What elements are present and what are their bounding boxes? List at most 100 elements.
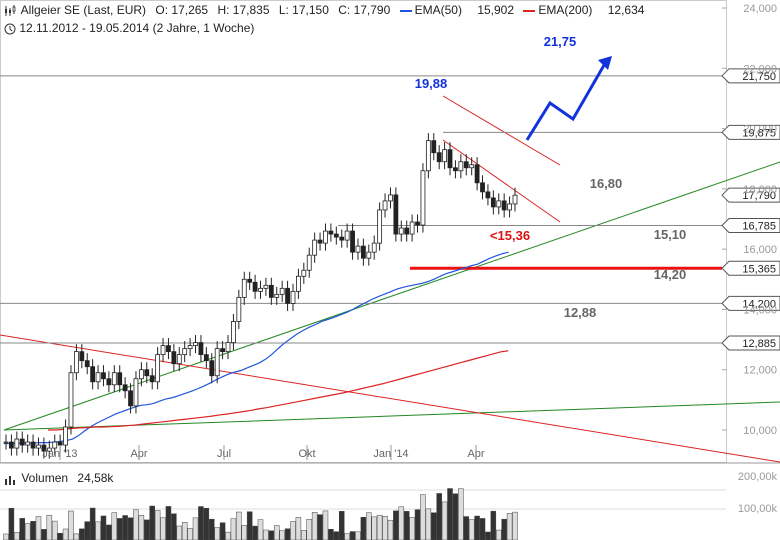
- candle-body: [366, 251, 372, 259]
- candle-body: [182, 348, 188, 356]
- price-level-label: 15,365: [742, 263, 776, 275]
- candle-body: [225, 342, 231, 353]
- candle-body: [171, 351, 177, 365]
- ema200-legend: EMA(200): [523, 3, 601, 17]
- annotation-label: 19,88: [415, 76, 448, 91]
- volume-bar: [376, 514, 383, 540]
- candle-body: [442, 149, 448, 163]
- candle-body: [160, 345, 166, 356]
- candle-body: [90, 366, 96, 383]
- volume-bar: [458, 488, 464, 540]
- open-value: O: 17,265: [155, 3, 209, 17]
- candle-body: [393, 194, 399, 235]
- volume-bar: [219, 522, 226, 540]
- candle-body: [258, 287, 263, 292]
- y-tick-label: 18,000: [743, 184, 777, 196]
- candle-body: [333, 233, 339, 238]
- volume-bar: [57, 532, 63, 540]
- candle-body: [128, 390, 133, 407]
- candle-body: [312, 239, 318, 256]
- volume-bar: [409, 517, 415, 540]
- candle-body: [285, 287, 290, 304]
- volume-bar: [512, 511, 518, 540]
- projection-arrowhead: [598, 56, 612, 70]
- candle-body: [485, 191, 491, 199]
- volume-header: Volumen 24,58k: [4, 471, 119, 485]
- price-level-label: 12,885: [742, 338, 776, 350]
- volume-bar: [268, 530, 275, 540]
- candle-body: [463, 161, 469, 169]
- volume-bar: [79, 528, 85, 540]
- volume-bar: [198, 506, 204, 540]
- candle-body: [507, 203, 512, 211]
- candle-body: [409, 221, 415, 235]
- volume-bar: [62, 528, 69, 540]
- volume-bar: [290, 521, 296, 540]
- candle-body: [138, 369, 144, 380]
- price-level-label: 17,790: [742, 190, 776, 202]
- volume-bar: [236, 511, 242, 540]
- ema200-value: 12,634: [607, 3, 645, 17]
- candle-body: [176, 354, 182, 365]
- candle-body: [46, 447, 52, 452]
- candle-body: [490, 197, 496, 208]
- candle-body: [209, 360, 215, 377]
- candle-body: [436, 152, 442, 163]
- volume-bar: [295, 517, 302, 540]
- y-tick-label: 14,000: [743, 304, 777, 316]
- volume-bar: [24, 523, 31, 540]
- volume-bar: [35, 516, 42, 540]
- candles: [3, 133, 518, 459]
- candle-body: [187, 345, 193, 350]
- volume-bar: [8, 507, 15, 540]
- candle-body: [57, 441, 63, 446]
- candle-body: [355, 245, 361, 253]
- axes: 24,000 22,000 20,000 18,000 16,000 14,000 12,0…: [42, 3, 777, 460]
- volume-bar: [360, 517, 367, 540]
- candle-body: [79, 351, 85, 362]
- candle-body: [9, 441, 14, 449]
- candle-body: [166, 345, 171, 353]
- volume-bar: [257, 519, 264, 540]
- candle-body: [268, 284, 274, 298]
- candle-body: [193, 342, 198, 347]
- x-tick-label: Jan '13: [42, 448, 77, 460]
- volume-bar: [273, 525, 280, 540]
- instrument-title: Allgeier SE (Last, EUR): [20, 3, 147, 17]
- candle-body: [252, 281, 258, 292]
- ema200-line: [48, 350, 509, 431]
- volume-bar: [479, 518, 486, 540]
- volume-bar: [73, 533, 80, 540]
- candle-body: [95, 372, 101, 383]
- volume-bar: [41, 529, 47, 540]
- annotation-label: 12,88: [564, 305, 597, 320]
- candle-body: [236, 296, 242, 322]
- volume-bar: [165, 506, 172, 540]
- clock-icon: [4, 23, 16, 35]
- volume-bar: [203, 507, 210, 540]
- candle-body: [144, 369, 150, 377]
- volume-bar: [436, 493, 442, 540]
- candle-body: [3, 441, 9, 444]
- candle-body: [431, 140, 437, 154]
- ema200-swatch: [523, 9, 536, 12]
- candle-body: [241, 278, 247, 298]
- volume-bar: [149, 505, 155, 540]
- price-level-tag: [721, 124, 780, 140]
- projection-arrow: [525, 59, 609, 141]
- ema50-value: 15,902: [477, 3, 515, 17]
- candle-body: [360, 245, 366, 259]
- y-tick-label: 10,000: [743, 425, 777, 437]
- candle-body: [469, 164, 475, 169]
- candle-body: [111, 372, 117, 386]
- volume-bar: [463, 516, 470, 540]
- price-level-label: 19,875: [742, 127, 776, 139]
- volume-bar: [311, 512, 318, 540]
- candle-body: [501, 200, 507, 211]
- ema50-label: EMA(50): [414, 3, 462, 17]
- close-value: C: 17,790: [338, 3, 391, 17]
- volume-bar: [387, 519, 394, 540]
- volume-bar: [344, 533, 350, 540]
- candle-body: [101, 372, 106, 380]
